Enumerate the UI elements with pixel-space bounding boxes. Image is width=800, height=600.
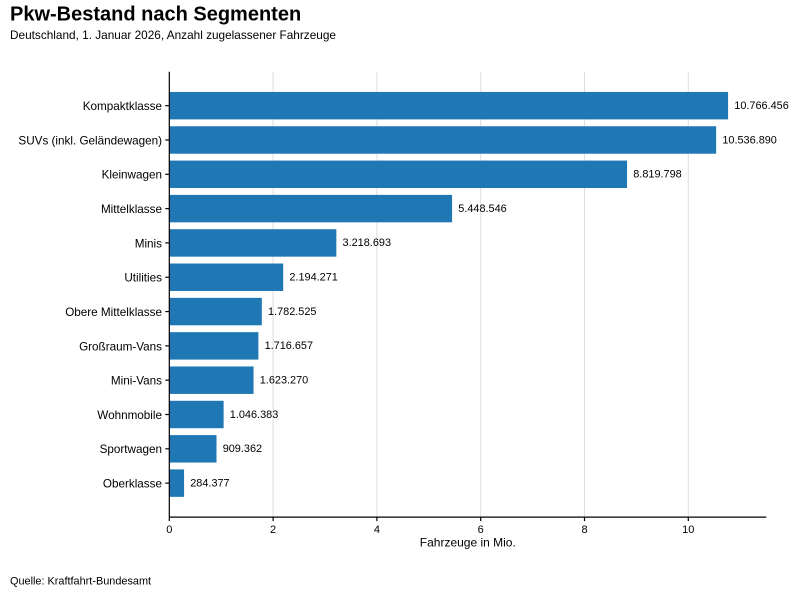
svg-text:6: 6 — [478, 524, 484, 536]
svg-text:0: 0 — [166, 524, 172, 536]
svg-text:Oberklasse: Oberklasse — [103, 478, 162, 491]
svg-text:Großraum-Vans: Großraum-Vans — [79, 340, 162, 353]
svg-text:4: 4 — [374, 524, 380, 536]
svg-text:8.819.798: 8.819.798 — [633, 169, 681, 181]
svg-text:2: 2 — [270, 524, 276, 536]
svg-text:10.766.456: 10.766.456 — [734, 100, 789, 112]
svg-text:Quelle: Kraftfahrt-Bundesamt: Quelle: Kraftfahrt-Bundesamt — [10, 576, 151, 588]
svg-text:1.623.270: 1.623.270 — [260, 374, 308, 386]
svg-text:Mini-Vans: Mini-Vans — [111, 375, 162, 388]
svg-text:1.782.525: 1.782.525 — [268, 306, 316, 318]
svg-text:2.194.271: 2.194.271 — [289, 272, 337, 284]
svg-text:909.362: 909.362 — [223, 443, 262, 455]
svg-text:10: 10 — [682, 524, 694, 536]
svg-text:1.046.383: 1.046.383 — [230, 409, 278, 421]
svg-text:Fahrzeuge in Mio.: Fahrzeuge in Mio. — [420, 535, 516, 549]
svg-text:Kompaktklasse: Kompaktklasse — [83, 100, 162, 113]
svg-text:5.448.546: 5.448.546 — [458, 203, 506, 215]
svg-text:284.377: 284.377 — [190, 477, 229, 489]
svg-text:Utilities: Utilities — [124, 272, 162, 285]
svg-text:Minis: Minis — [135, 237, 162, 250]
svg-text:3.218.693: 3.218.693 — [343, 237, 391, 249]
svg-text:Mittelklasse: Mittelklasse — [101, 203, 162, 216]
svg-text:Pkw-Bestand nach Segmenten: Pkw-Bestand nach Segmenten — [10, 4, 301, 26]
svg-text:Deutschland, 1. Januar 2026, A: Deutschland, 1. Januar 2026, Anzahl zuge… — [10, 28, 336, 42]
svg-text:SUVs (inkl. Geländewagen): SUVs (inkl. Geländewagen) — [18, 134, 162, 147]
svg-text:Wohnmobile: Wohnmobile — [97, 409, 162, 422]
svg-text:1.716.657: 1.716.657 — [265, 340, 313, 352]
svg-text:Kleinwagen: Kleinwagen — [102, 169, 162, 182]
svg-text:10.536.890: 10.536.890 — [722, 134, 777, 146]
svg-text:Obere Mittelklasse: Obere Mittelklasse — [65, 306, 162, 319]
svg-text:8: 8 — [581, 524, 587, 536]
svg-text:Sportwagen: Sportwagen — [100, 443, 162, 456]
